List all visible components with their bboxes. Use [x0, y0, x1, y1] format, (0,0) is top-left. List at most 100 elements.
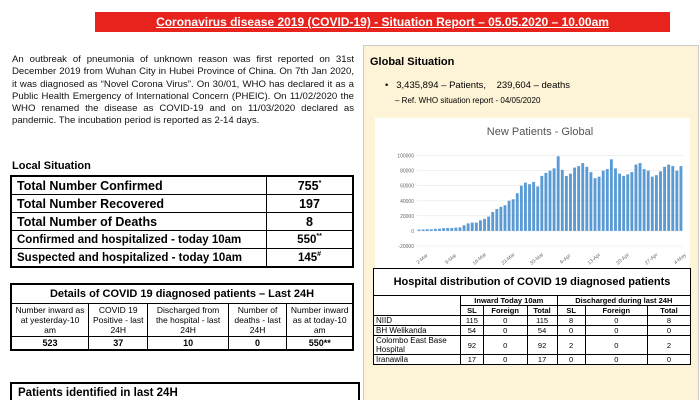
- details-value: 0: [227, 336, 288, 351]
- y-tick-label: 60000: [400, 184, 414, 190]
- global-summary: • 3,435,894 – Patients, 239,604 – deaths: [385, 80, 571, 91]
- hosp-row: Colombo East Base Hospital 92 0 92 2 0 2: [373, 335, 692, 355]
- y-tick-label: 100000: [397, 154, 414, 160]
- bar: [667, 164, 671, 231]
- bar: [478, 220, 482, 231]
- note: #: [317, 251, 322, 259]
- patients-heading: Patients identified in last 24H: [10, 382, 360, 400]
- bar: [646, 170, 650, 231]
- note: *: [318, 179, 322, 187]
- value: 0: [255, 338, 261, 348]
- summary-text: 3,435,894 – Patients, 239,604 – deaths: [396, 80, 571, 91]
- bar: [556, 156, 560, 231]
- note: **: [323, 338, 331, 348]
- sub-header: Foreign: [482, 305, 528, 316]
- bar: [524, 182, 527, 231]
- hosp-value: 115: [460, 315, 484, 326]
- bar: [605, 169, 609, 231]
- bar: [487, 216, 491, 231]
- hospital-name: Iranawila: [373, 354, 461, 365]
- row-value: 145#: [266, 248, 354, 268]
- row-value: 8: [266, 212, 354, 231]
- x-tick-label: 20-Apr: [615, 252, 631, 266]
- hosp-value: 0: [482, 315, 528, 326]
- hosp-title-row: Hospital distribution of COVID 19 diagno…: [373, 268, 691, 296]
- bar: [470, 222, 474, 231]
- details-header: Discharged from the hospital - last 24H: [147, 303, 229, 337]
- x-tick-label: 23-Mar: [500, 252, 516, 267]
- bar: [659, 171, 662, 231]
- details-value-row: 523 37 10 0 550**: [10, 336, 354, 351]
- details-header: Number of deaths - last 24H: [227, 303, 288, 337]
- value: 37: [113, 338, 124, 348]
- chart-title: New Patients - Global: [487, 126, 593, 138]
- bar: [540, 175, 544, 231]
- x-tick-label: 16-Mar: [472, 252, 488, 267]
- bar: [654, 175, 658, 231]
- hosp-value: 0: [482, 325, 528, 336]
- value: 145: [297, 251, 318, 264]
- bar: [454, 227, 458, 231]
- hosp-value: 0: [584, 315, 648, 326]
- x-tick-label: 2-Mar: [416, 253, 430, 266]
- bar: [601, 170, 605, 231]
- bar: [499, 206, 503, 231]
- hosp-value: 115: [526, 315, 558, 326]
- value: 550: [308, 338, 324, 348]
- hosp-value: 92: [526, 335, 558, 355]
- y-tick-label: 80000: [400, 169, 414, 175]
- local-heading: Local Situation: [12, 160, 91, 172]
- bar: [446, 227, 450, 231]
- bar: [519, 185, 523, 231]
- hosp-value: 0: [556, 354, 586, 365]
- report-title: Coronavirus disease 2019 (COVID-19) - Si…: [95, 12, 670, 32]
- local-table: Total Number Confirmed 755* Total Number R…: [10, 175, 354, 268]
- bar: [663, 166, 667, 231]
- global-ref: – Ref. WHO situation report - 04/05/2020: [395, 96, 541, 105]
- bar: [560, 169, 564, 231]
- hosp-value: 0: [584, 335, 648, 355]
- hosp-group-row: Inward Today 10am Discharged during last …: [373, 295, 692, 316]
- y-tick-label: 0: [411, 229, 414, 235]
- details-value: 10: [147, 336, 229, 351]
- bar: [622, 175, 626, 231]
- y-tick-label: -20000: [398, 244, 414, 250]
- bar: [597, 176, 601, 231]
- bar: [483, 218, 486, 231]
- hosp-title: Hospital distribution of COVID 19 diagno…: [373, 268, 691, 296]
- details-value: 37: [87, 336, 149, 351]
- x-tick-label: 9-Mar: [444, 253, 458, 266]
- hosp-value: 0: [482, 335, 528, 355]
- bar: [638, 163, 642, 231]
- bar: [573, 167, 576, 231]
- bar: [679, 166, 683, 231]
- group-header: Inward Today 10am: [460, 295, 558, 306]
- hosp-row: BH Welikanda 54 0 54 0 0 0: [373, 325, 692, 336]
- chart-box: New Patients - Global -20000 0 20000 40000 60…: [375, 118, 690, 268]
- bar: [491, 212, 495, 231]
- y-tick-label: 40000: [400, 199, 414, 205]
- bar: [630, 172, 634, 231]
- hosp-value: 54: [526, 325, 558, 336]
- bar: [425, 229, 429, 231]
- sub-header: Total: [646, 305, 692, 316]
- bar: [569, 173, 572, 231]
- hosp-value: 2: [646, 335, 692, 355]
- hospital-name: Colombo East Base Hospital: [373, 335, 461, 355]
- hospital-name: NIID: [373, 315, 461, 326]
- details-title: Details of COVID 19 diagnosed patients –…: [10, 283, 354, 304]
- bar: [552, 168, 556, 231]
- details-header: Number inward as at yesterday-10 am: [10, 303, 89, 337]
- bar: [589, 172, 593, 231]
- details-header-row: Number inward as at yesterday-10 am COVID…: [10, 303, 354, 337]
- bar: [438, 228, 441, 231]
- hosp-value: 0: [646, 325, 692, 336]
- hosp-value: 0: [584, 325, 648, 336]
- hosp-value: 2: [556, 335, 586, 355]
- hosp-value: 0: [646, 354, 692, 365]
- hosp-value: 17: [460, 354, 484, 365]
- details-header: COVID 19 Positive - last 24H: [87, 303, 149, 337]
- bar: [429, 229, 433, 231]
- global-heading: Global Situation: [370, 56, 455, 68]
